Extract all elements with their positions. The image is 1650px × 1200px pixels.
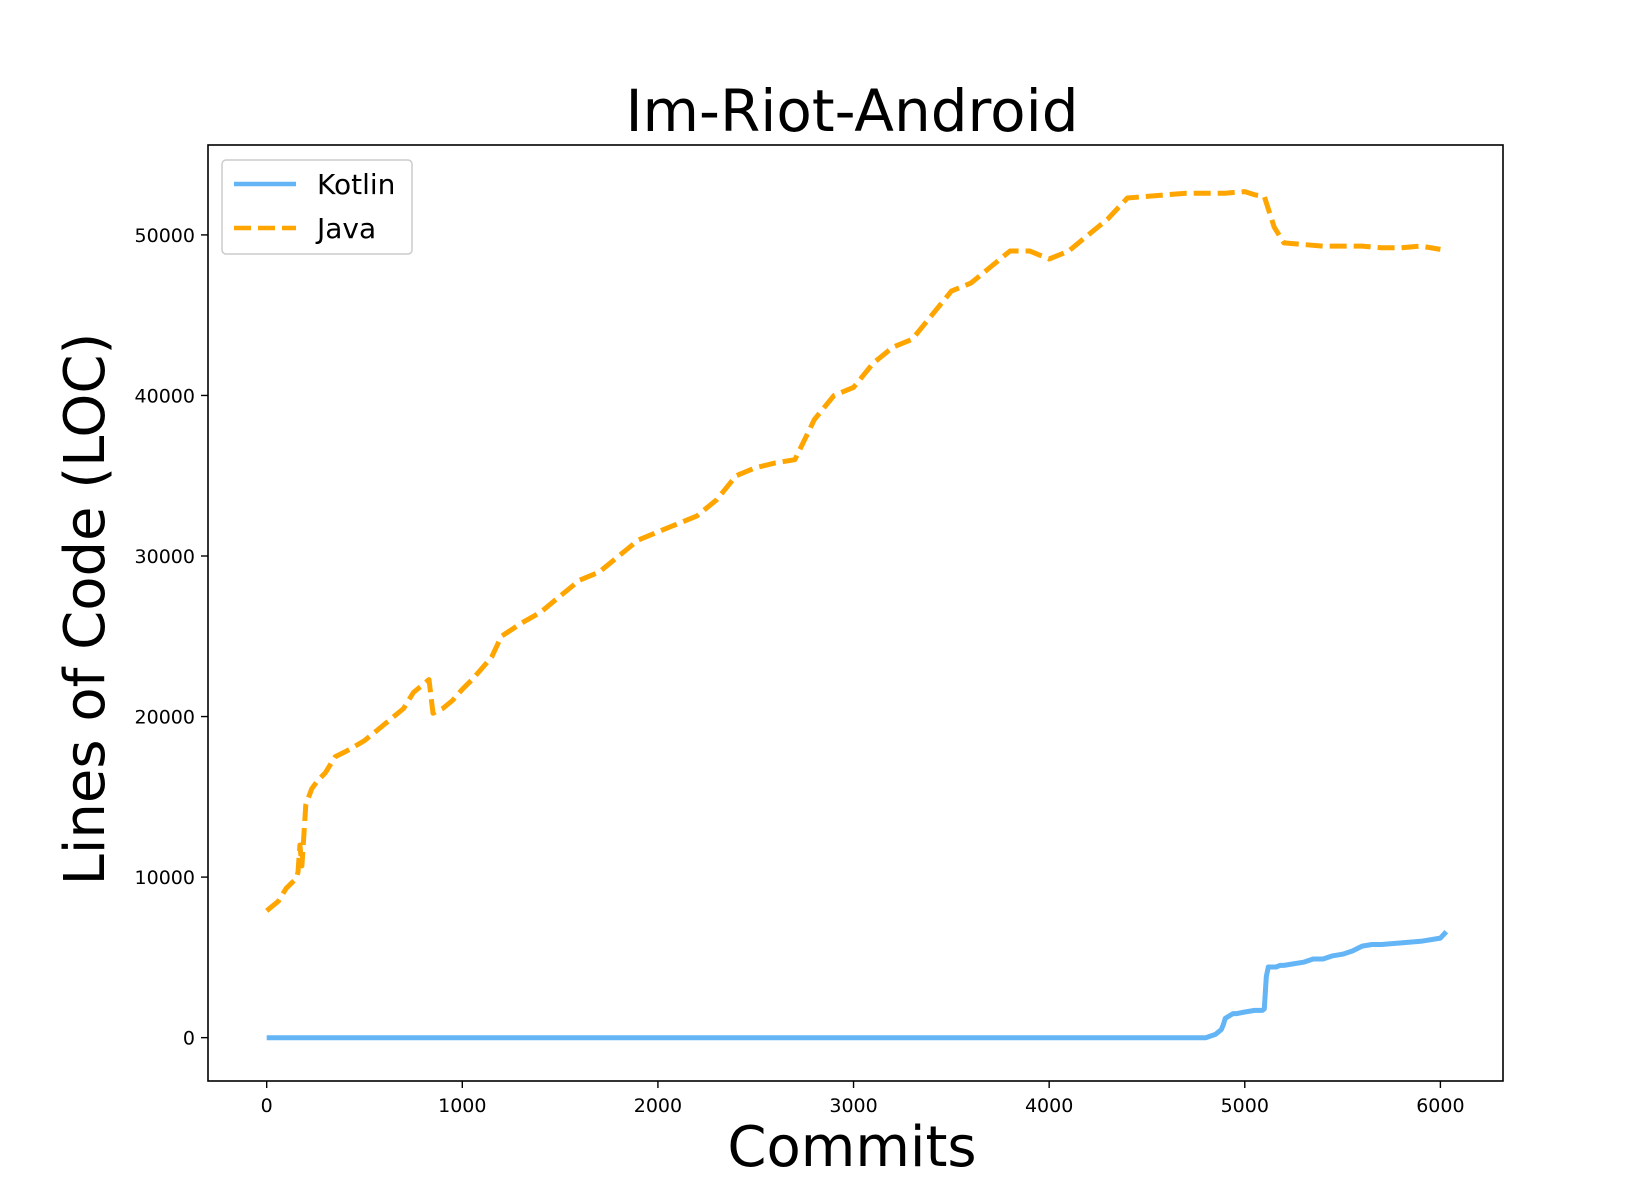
- legend-label-java: Java: [315, 212, 376, 245]
- x-tick-label: 6000: [1416, 1095, 1464, 1117]
- series-line-kotlin: [266, 930, 1449, 1041]
- y-tick-label: 10000: [135, 867, 195, 889]
- x-tick-label: 3000: [829, 1095, 877, 1117]
- y-tick-label: 0: [183, 1028, 195, 1050]
- x-tick-label: 2000: [634, 1095, 682, 1117]
- x-axis-label: Commits: [727, 1115, 976, 1180]
- legend: Kotlin Java: [221, 159, 413, 255]
- x-axis: 0 1000 2000 3000 4000 5000 6000: [261, 1081, 1465, 1117]
- x-tick-label: 5000: [1221, 1095, 1269, 1117]
- legend-label-kotlin: Kotlin: [317, 168, 395, 201]
- y-tick-label: 30000: [135, 546, 195, 568]
- y-axis-label: Lines of Code (LOC): [53, 333, 118, 886]
- series-line-java: [265, 189, 1441, 913]
- y-tick-label: 20000: [135, 707, 195, 729]
- series-layer: [265, 189, 1449, 1041]
- x-tick-label: 4000: [1025, 1095, 1073, 1117]
- y-tick-label: 50000: [135, 225, 195, 247]
- x-tick-label: 1000: [438, 1095, 486, 1117]
- y-axis: 0 10000 20000 30000 40000 50000: [135, 225, 208, 1050]
- chart-title: Im-Riot-Android: [625, 77, 1078, 145]
- y-tick-label: 40000: [135, 385, 195, 407]
- x-tick-label: 0: [261, 1095, 273, 1117]
- plot-frame: [207, 144, 1504, 1082]
